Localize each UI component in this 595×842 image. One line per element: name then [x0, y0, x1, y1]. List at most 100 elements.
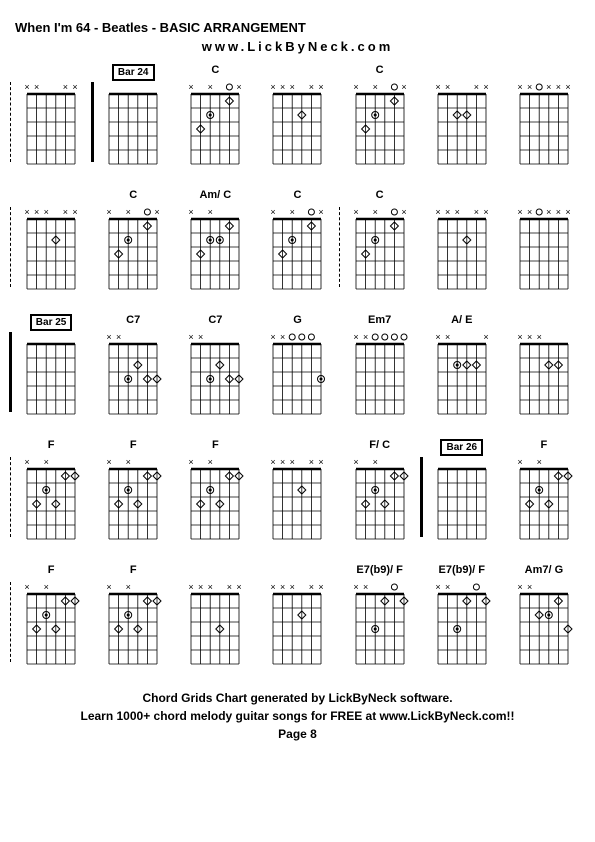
- chord-label: C: [376, 189, 384, 203]
- chord-cell: A/ E×××: [426, 314, 498, 425]
- svg-text:×: ×: [126, 207, 131, 217]
- svg-text:×: ×: [34, 82, 39, 92]
- svg-text:×: ×: [271, 207, 276, 217]
- svg-text:×: ×: [435, 207, 440, 217]
- chord-label: E7(b9)/ F: [356, 564, 402, 578]
- chord-diagram: ×××××: [21, 205, 81, 300]
- svg-text:×: ×: [116, 332, 121, 342]
- svg-text:×: ×: [517, 582, 522, 592]
- chord-label: F/ C: [369, 439, 390, 453]
- chord-cell: ×××××: [261, 64, 333, 175]
- svg-text:×: ×: [527, 207, 532, 217]
- svg-text:×: ×: [290, 457, 295, 467]
- svg-text:×: ×: [107, 332, 112, 342]
- chord-cell: Bar 24: [97, 64, 169, 175]
- svg-text:×: ×: [280, 332, 285, 342]
- chord-label: Am7/ G: [525, 564, 564, 578]
- svg-text:×: ×: [24, 82, 29, 92]
- chord-cell: E7(b9)/ F××: [426, 564, 498, 675]
- chord-label: C: [129, 189, 137, 203]
- chord-diagram: [103, 80, 163, 175]
- chord-label: C7: [208, 314, 222, 328]
- chord-label: C: [211, 64, 219, 78]
- svg-text:×: ×: [556, 207, 561, 217]
- svg-text:×: ×: [72, 82, 77, 92]
- svg-text:×: ×: [107, 207, 112, 217]
- chord-label: Bar 24: [112, 64, 155, 78]
- footer-page: Page 8: [15, 725, 580, 743]
- chord-cell: F/ C ××: [344, 439, 416, 550]
- svg-text:×: ×: [309, 457, 314, 467]
- chord-diagram: [432, 455, 492, 550]
- page-subtitle: www.LickByNeck.com: [15, 39, 580, 54]
- chord-diagram: ××: [350, 455, 410, 550]
- svg-text:×: ×: [319, 582, 324, 592]
- svg-text:×: ×: [44, 582, 49, 592]
- chord-label: F: [130, 439, 137, 453]
- chord-diagram: ×××××: [267, 80, 327, 175]
- svg-text:×: ×: [280, 82, 285, 92]
- chord-label: A/ E: [451, 314, 472, 328]
- svg-text:×: ×: [126, 457, 131, 467]
- svg-text:×: ×: [353, 207, 358, 217]
- svg-text:×: ×: [63, 82, 68, 92]
- svg-text:×: ×: [536, 332, 541, 342]
- chord-row: ×××××C×××Am/ C××C×××C×××××××××××××: [15, 189, 580, 300]
- chord-label: G: [293, 314, 302, 328]
- chord-diagram: ××: [514, 580, 574, 675]
- svg-text:×: ×: [517, 82, 522, 92]
- chord-label: F: [541, 439, 548, 453]
- svg-text:×: ×: [271, 82, 276, 92]
- svg-text:×: ×: [290, 582, 295, 592]
- svg-text:×: ×: [527, 332, 532, 342]
- chord-diagram: ××: [514, 455, 574, 550]
- chord-diagram: ×××××: [267, 580, 327, 675]
- chord-label: F: [48, 564, 55, 578]
- chord-label: Em7: [368, 314, 391, 328]
- svg-text:×: ×: [319, 457, 324, 467]
- footer-line2: Learn 1000+ chord melody guitar songs fo…: [15, 707, 580, 725]
- chord-cell: ×××××: [508, 189, 580, 300]
- chord-diagram: ××: [103, 330, 163, 425]
- chord-cell: ×××××: [15, 189, 87, 300]
- page-title: When I'm 64 - Beatles - BASIC ARRANGEMEN…: [15, 20, 580, 35]
- svg-text:×: ×: [290, 82, 295, 92]
- svg-text:×: ×: [63, 207, 68, 217]
- chord-cell: F××: [179, 439, 251, 550]
- chord-cell: C7××: [179, 314, 251, 425]
- svg-text:×: ×: [445, 82, 450, 92]
- chord-cell: Am7/ G ××: [508, 564, 580, 675]
- chord-diagram: ××: [21, 580, 81, 675]
- svg-text:×: ×: [189, 332, 194, 342]
- chord-cell: ×××: [508, 314, 580, 425]
- svg-text:×: ×: [189, 207, 194, 217]
- chord-diagram: ××: [185, 455, 245, 550]
- chord-cell: Bar 25: [15, 314, 87, 425]
- svg-text:×: ×: [271, 457, 276, 467]
- svg-text:×: ×: [208, 582, 213, 592]
- svg-text:×: ×: [237, 582, 242, 592]
- chord-diagram: ××: [185, 205, 245, 300]
- chord-cell: F××: [97, 564, 169, 675]
- svg-text:×: ×: [445, 332, 450, 342]
- chord-cell: C7××: [97, 314, 169, 425]
- chord-label: F: [48, 439, 55, 453]
- chord-label: E7(b9)/ F: [439, 564, 485, 578]
- chord-cell: E7(b9)/ F××: [344, 564, 416, 675]
- chord-diagram: ×××: [350, 80, 410, 175]
- svg-text:×: ×: [401, 82, 406, 92]
- svg-text:×: ×: [527, 82, 532, 92]
- svg-text:×: ×: [353, 457, 358, 467]
- chord-cell: F ××: [508, 439, 580, 550]
- chord-label: C: [376, 64, 384, 78]
- svg-text:×: ×: [401, 207, 406, 217]
- chord-label: Bar 25: [30, 314, 73, 328]
- chord-diagram: ××: [267, 330, 327, 425]
- svg-text:×: ×: [208, 82, 213, 92]
- chord-cell: C×××: [261, 189, 333, 300]
- chord-label: C: [294, 189, 302, 203]
- chord-cell: F××: [15, 439, 87, 550]
- footer: Chord Grids Chart generated by LickByNec…: [15, 689, 580, 743]
- svg-text:×: ×: [271, 582, 276, 592]
- svg-text:×: ×: [372, 207, 377, 217]
